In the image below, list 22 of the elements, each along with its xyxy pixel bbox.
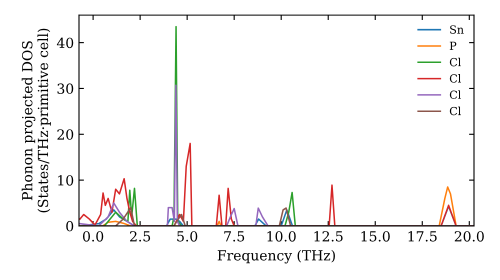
y-tick-label: 40 xyxy=(56,38,74,48)
x-tick-label: 17.5 xyxy=(408,231,437,242)
y-axis-title: Phonon projected DOS (States/THz·primitive cell) xyxy=(22,28,51,212)
legend-label: Cl xyxy=(450,90,461,99)
legend-label: Cl xyxy=(450,106,461,116)
x-tick-label: 10.0 xyxy=(267,231,296,242)
legend-label: Cl xyxy=(450,74,461,83)
x-tick-label: 15.0 xyxy=(361,231,390,242)
y-tick-label: 20 xyxy=(57,129,74,140)
x-tick-label: 5.0 xyxy=(177,231,198,242)
y-tick-label: 10 xyxy=(58,175,74,186)
y-tick-label: 0 xyxy=(66,220,74,232)
x-tick-label: 0.0 xyxy=(82,231,104,242)
legend-label: Sn xyxy=(450,25,464,34)
y-tick-label: 30 xyxy=(58,83,74,94)
x-tick-label: 12.5 xyxy=(314,231,343,242)
x-tick-label: 20.0 xyxy=(454,231,484,242)
x-tick-label: 7.5 xyxy=(224,231,244,242)
x-tick-label: 2.5 xyxy=(130,231,150,242)
legend-label: P xyxy=(450,42,456,50)
x-axis-title: Frequency (THz) xyxy=(218,250,335,264)
legend-label: Cl xyxy=(450,58,461,66)
